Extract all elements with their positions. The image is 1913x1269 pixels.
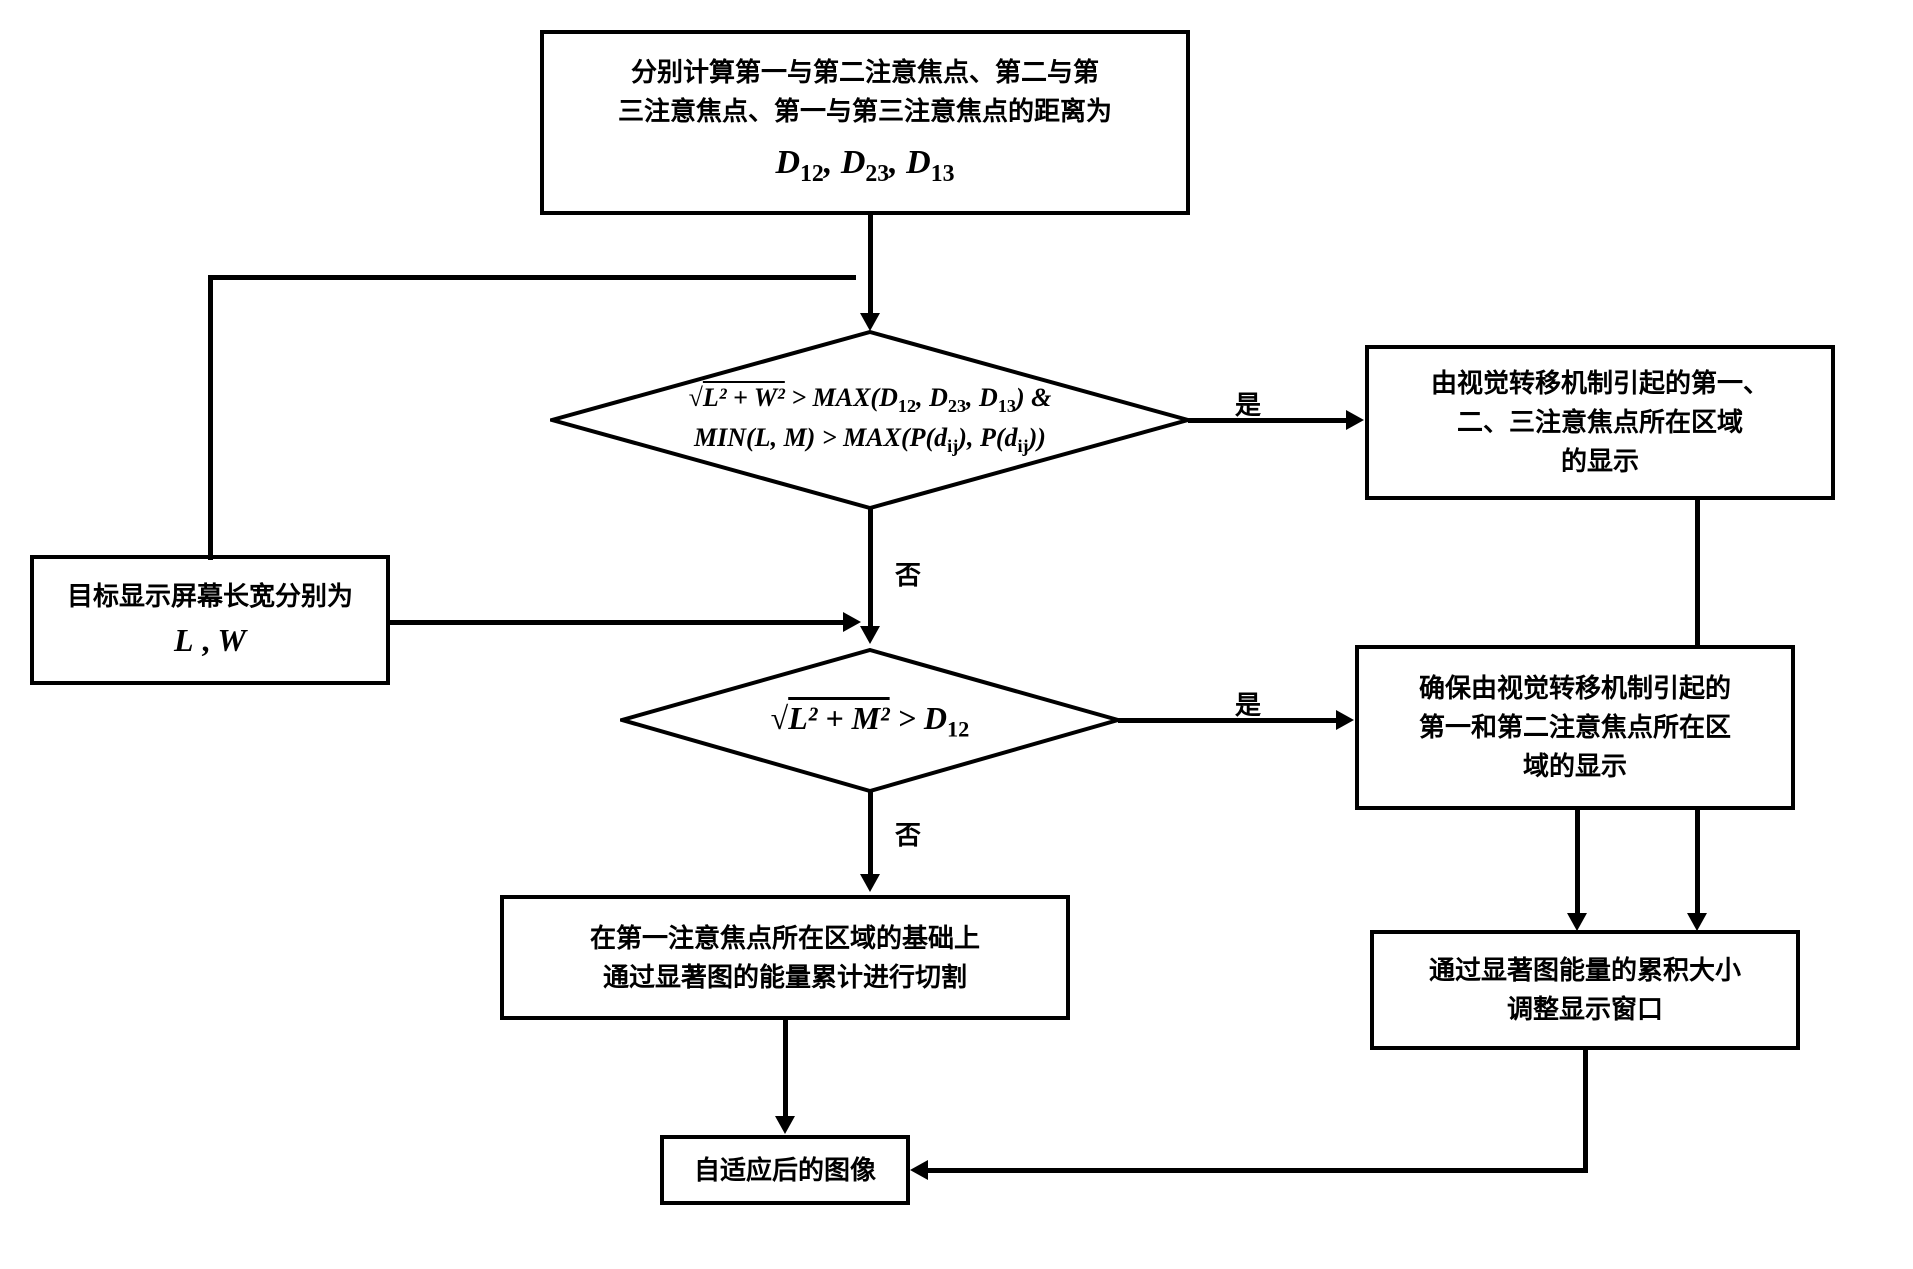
top-line1: 分别计算第一与第二注意焦点、第二与第 bbox=[618, 53, 1112, 92]
arrowhead-bl-down bbox=[775, 1116, 795, 1134]
arrowhead-d1-yes bbox=[1346, 410, 1364, 430]
decision-1-math: √L² + W² > MAX(D12, D23, D13) & MIN(L, M… bbox=[689, 380, 1052, 459]
edge-r2-down bbox=[1575, 810, 1580, 915]
left-math: L , W bbox=[67, 616, 353, 664]
process-final: 自适应后的图像 bbox=[660, 1135, 910, 1205]
decision-1-content: √L² + W² > MAX(D12, D23, D13) & MIN(L, M… bbox=[595, 360, 1145, 480]
right3-line1: 通过显著图能量的累积大小 bbox=[1429, 951, 1741, 990]
right1-line2: 二、三注意焦点所在区域 bbox=[1431, 403, 1769, 442]
decision-2-content: √L² + M² > D12 bbox=[700, 690, 1040, 750]
final-text: 自适应后的图像 bbox=[694, 1151, 876, 1190]
arrowhead-d2-no bbox=[860, 874, 880, 892]
edge-bl-down bbox=[783, 1020, 788, 1118]
right2-line1: 确保由视觉转移机制引起的 bbox=[1419, 669, 1731, 708]
edge-top-to-d1 bbox=[868, 215, 873, 315]
arrowhead-d1-no bbox=[860, 626, 880, 644]
label-yes-1: 是 bbox=[1235, 385, 1261, 422]
edge-left-up-vert bbox=[208, 275, 213, 560]
top-math: D12, D23, D13 bbox=[618, 137, 1112, 192]
left-box-content: 目标显示屏幕长宽分别为 L , W bbox=[67, 577, 353, 664]
edge-left-to-d2 bbox=[390, 620, 845, 625]
arrowhead-top-to-d1 bbox=[860, 313, 880, 331]
left-line1: 目标显示屏幕长宽分别为 bbox=[67, 577, 353, 616]
decision-2-math: √L² + M² > D12 bbox=[771, 696, 970, 745]
right1-line1: 由视觉转移机制引起的第一、 bbox=[1431, 364, 1769, 403]
label-yes-2: 是 bbox=[1235, 685, 1261, 722]
bl-line2: 通过显著图的能量累计进行切割 bbox=[590, 958, 980, 997]
arrowhead-r2-down bbox=[1567, 913, 1587, 931]
right3-line2: 调整显示窗口 bbox=[1429, 990, 1741, 1029]
right2-line2: 第一和第二注意焦点所在区 bbox=[1419, 708, 1731, 747]
edge-d1-yes bbox=[1188, 418, 1348, 423]
edge-r3-left bbox=[928, 1168, 1588, 1173]
arrowhead-r3-left bbox=[910, 1160, 928, 1180]
process-bottom-left: 在第一注意焦点所在区域的基础上 通过显著图的能量累计进行切割 bbox=[500, 895, 1070, 1020]
edge-left-up-horiz bbox=[208, 275, 856, 280]
process-top-distances: 分别计算第一与第二注意焦点、第二与第 三注意焦点、第一与第三注意焦点的距离为 D… bbox=[540, 30, 1190, 215]
right2-line3: 域的显示 bbox=[1419, 747, 1731, 786]
edge-d1-no bbox=[868, 508, 873, 628]
right2-content: 确保由视觉转移机制引起的 第一和第二注意焦点所在区 域的显示 bbox=[1419, 669, 1731, 786]
bl-content: 在第一注意焦点所在区域的基础上 通过显著图的能量累计进行切割 bbox=[590, 919, 980, 997]
arrowhead-r1-down bbox=[1687, 913, 1707, 931]
arrowhead-d2-yes bbox=[1336, 710, 1354, 730]
process-right-3: 通过显著图能量的累积大小 调整显示窗口 bbox=[1370, 930, 1800, 1050]
label-no-1: 否 bbox=[895, 555, 921, 592]
label-no-2: 否 bbox=[895, 815, 921, 852]
edge-d2-yes bbox=[1118, 718, 1338, 723]
right1-line3: 的显示 bbox=[1431, 442, 1769, 481]
process-screen-lw: 目标显示屏幕长宽分别为 L , W bbox=[30, 555, 390, 685]
edge-r3-down bbox=[1583, 1050, 1588, 1170]
process-right-2: 确保由视觉转移机制引起的 第一和第二注意焦点所在区 域的显示 bbox=[1355, 645, 1795, 810]
top-line2: 三注意焦点、第一与第三注意焦点的距离为 bbox=[618, 92, 1112, 131]
right3-content: 通过显著图能量的累积大小 调整显示窗口 bbox=[1429, 951, 1741, 1029]
top-box-content: 分别计算第一与第二注意焦点、第二与第 三注意焦点、第一与第三注意焦点的距离为 D… bbox=[618, 53, 1112, 192]
arrowhead-left-to-d2 bbox=[843, 612, 861, 632]
bl-line1: 在第一注意焦点所在区域的基础上 bbox=[590, 919, 980, 958]
edge-d2-no bbox=[868, 791, 873, 876]
right1-content: 由视觉转移机制引起的第一、 二、三注意焦点所在区域 的显示 bbox=[1431, 364, 1769, 481]
process-right-1: 由视觉转移机制引起的第一、 二、三注意焦点所在区域 的显示 bbox=[1365, 345, 1835, 500]
